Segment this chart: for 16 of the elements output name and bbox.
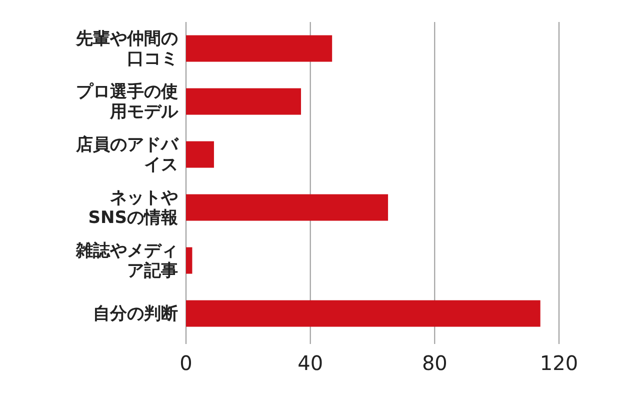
bar <box>186 300 540 327</box>
x-tick-label: 0 <box>180 351 192 375</box>
bar <box>186 35 332 62</box>
y-tick-label: プロ選手の使用モデル <box>75 82 178 122</box>
y-tick-label: 自分の判断 <box>92 304 178 324</box>
y-tick-label: 店員のアドバイス <box>74 134 178 174</box>
y-tick-label: 雑誌やメディア記事 <box>74 240 178 280</box>
bar <box>186 141 214 168</box>
y-tick-label: 先輩や仲間の口コミ <box>74 28 178 68</box>
y-tick-label: ネットやSNSの情報 <box>87 188 178 228</box>
x-tick-label: 40 <box>298 351 324 375</box>
bar <box>186 194 388 221</box>
bar <box>186 247 192 274</box>
bar <box>186 88 302 115</box>
x-tick-label: 120 <box>540 351 578 375</box>
x-tick-label: 80 <box>422 351 448 375</box>
